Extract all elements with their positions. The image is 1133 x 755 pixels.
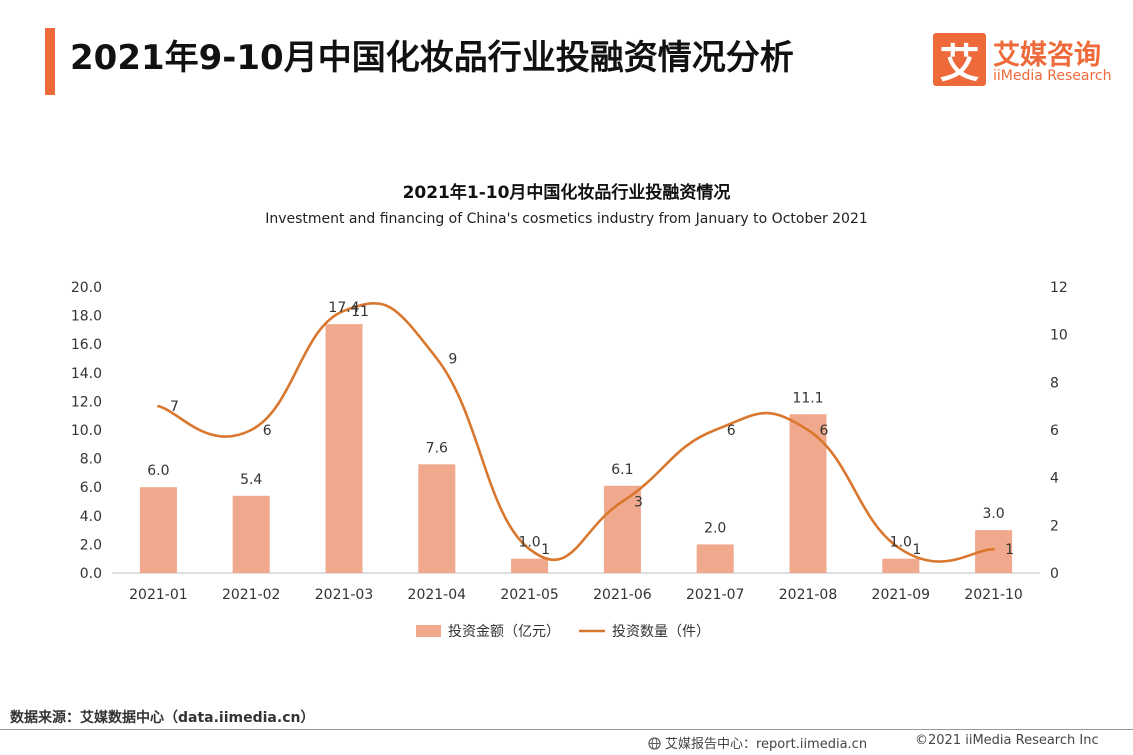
y-left-tick-label: 2.0 bbox=[80, 537, 102, 553]
y-right-tick-label: 10 bbox=[1050, 328, 1068, 344]
line-data-label: 6 bbox=[727, 423, 736, 439]
y-left-tick-label: 20.0 bbox=[71, 280, 102, 296]
bar bbox=[511, 558, 549, 573]
line-data-label: 6 bbox=[263, 423, 272, 439]
bar-data-label: 7.6 bbox=[426, 440, 448, 456]
bar-data-label: 1.0 bbox=[890, 535, 912, 551]
y-right-tick-label: 0 bbox=[1050, 566, 1059, 582]
y-left-tick-label: 8.0 bbox=[80, 452, 102, 468]
y-left-tick-label: 12.0 bbox=[71, 394, 102, 410]
y-left-tick-label: 16.0 bbox=[71, 337, 102, 353]
bar-data-label: 2.0 bbox=[704, 520, 726, 536]
footer-copyright: ©2021 iiMedia Research Inc bbox=[915, 733, 1099, 748]
y-left-tick-label: 4.0 bbox=[80, 509, 102, 525]
title-accent-bar bbox=[45, 28, 55, 95]
legend-bar-label: 投资金额（亿元） bbox=[448, 624, 560, 640]
line-data-label: 1 bbox=[912, 542, 921, 558]
line-data-label: 3 bbox=[634, 495, 643, 511]
footer-report-center: 艾媒报告中心：report.iimedia.cn bbox=[648, 733, 867, 752]
globe-icon bbox=[648, 737, 661, 752]
x-tick-label: 2021-08 bbox=[779, 587, 838, 603]
line-data-label: 11 bbox=[351, 304, 369, 320]
legend-bar-swatch bbox=[416, 625, 441, 637]
bar-data-label: 5.4 bbox=[240, 472, 262, 488]
y-right-tick-label: 8 bbox=[1050, 375, 1059, 391]
bar bbox=[418, 464, 456, 573]
x-tick-label: 2021-05 bbox=[500, 587, 559, 603]
bar bbox=[232, 495, 270, 573]
data-source: 数据来源：艾媒数据中心（data.iimedia.cn） bbox=[10, 710, 315, 726]
bar bbox=[325, 324, 363, 573]
line-data-label: 9 bbox=[448, 352, 457, 368]
footer-report-text: 艾媒报告中心：report.iimedia.cn bbox=[665, 737, 868, 752]
bar-data-label: 3.0 bbox=[982, 506, 1004, 522]
x-tick-label: 2021-02 bbox=[222, 587, 281, 603]
y-left-tick-label: 6.0 bbox=[80, 480, 102, 496]
line-data-label: 7 bbox=[170, 399, 179, 415]
bar-data-label: 11.1 bbox=[792, 390, 823, 406]
logo-mark: 艾 bbox=[933, 33, 986, 87]
bar bbox=[696, 544, 734, 573]
bar-data-label: 6.0 bbox=[147, 463, 169, 479]
x-tick-label: 2021-09 bbox=[872, 587, 931, 603]
line-data-label: 6 bbox=[820, 423, 829, 439]
chart-subtitle: Investment and financing of China's cosm… bbox=[265, 211, 868, 227]
bar bbox=[139, 487, 177, 573]
y-right-tick-label: 2 bbox=[1050, 518, 1059, 534]
legend-line-label: 投资数量（件） bbox=[612, 624, 710, 640]
x-tick-label: 2021-06 bbox=[593, 587, 652, 603]
footer-divider bbox=[0, 729, 1133, 730]
x-tick-label: 2021-04 bbox=[408, 587, 467, 603]
x-tick-label: 2021-10 bbox=[964, 587, 1023, 603]
bar-data-label: 6.1 bbox=[611, 462, 633, 478]
page-title: 2021年9-10月中国化妆品行业投融资情况分析 bbox=[70, 38, 794, 78]
bar-data-label: 17.4 bbox=[328, 300, 359, 316]
combo-chart: 0.02.04.06.08.010.012.014.016.018.020.00… bbox=[71, 280, 1068, 640]
y-left-tick-label: 0.0 bbox=[80, 566, 102, 582]
bar-data-label: 1.0 bbox=[518, 535, 540, 551]
line-data-label: 1 bbox=[541, 542, 550, 558]
line-data-label: 1 bbox=[1005, 542, 1014, 558]
x-tick-label: 2021-07 bbox=[686, 587, 745, 603]
chart-title: 2021年1-10月中国化妆品行业投融资情况 bbox=[402, 183, 731, 203]
y-right-tick-label: 6 bbox=[1050, 423, 1059, 439]
logo: 艾 艾媒咨询 iiMedia Research bbox=[933, 33, 1123, 88]
line-series bbox=[157, 302, 995, 563]
y-left-tick-label: 18.0 bbox=[71, 309, 102, 325]
x-tick-label: 2021-03 bbox=[315, 587, 374, 603]
x-tick-label: 2021-01 bbox=[129, 587, 188, 603]
y-left-tick-label: 10.0 bbox=[71, 423, 102, 439]
bar bbox=[882, 558, 920, 573]
logo-name-cn: 艾媒咨询 bbox=[993, 40, 1101, 71]
logo-name-en: iiMedia Research bbox=[993, 68, 1112, 84]
y-right-tick-label: 12 bbox=[1050, 280, 1068, 296]
y-right-tick-label: 4 bbox=[1050, 471, 1059, 487]
y-left-tick-label: 14.0 bbox=[71, 366, 102, 382]
